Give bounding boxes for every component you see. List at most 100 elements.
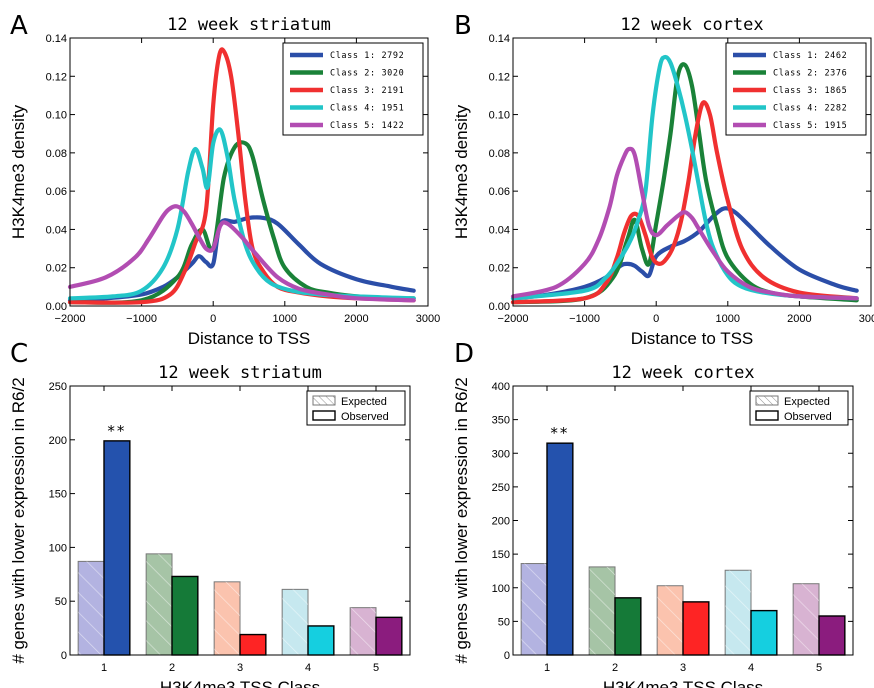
y-tick-label: 400 xyxy=(492,381,510,393)
y-tick-label: 0 xyxy=(504,650,510,662)
legend: Class 1: 2462 Class 2: 2376 Class 3: 1865 C… xyxy=(725,42,867,136)
y-tick-label: 0.08 xyxy=(46,148,67,160)
legend-label-class-2: Class 2: 2376 xyxy=(773,69,847,79)
legend-swatch-observed xyxy=(312,410,336,421)
x-axis-label: Distance to TSS xyxy=(631,329,754,348)
y-tick-label: 200 xyxy=(492,516,510,528)
y-tick-label: 0.10 xyxy=(489,110,510,122)
chart-title: 12 week striatum xyxy=(167,15,331,35)
y-axis-label: # genes with lower expression in R6/2 xyxy=(452,377,471,663)
y-tick-label: 50 xyxy=(498,616,510,628)
y-tick-label: 0.00 xyxy=(489,301,510,313)
bar-observed-class-1 xyxy=(103,440,131,656)
panel-b-line-chart: B 12 week cortex Distance to TSS H3K4me3 de… xyxy=(452,11,874,348)
legend-label-class-4: Class 4: 2282 xyxy=(773,104,847,114)
legend-label-class-4: Class 4: 1951 xyxy=(330,104,404,114)
bar-observed-class-3 xyxy=(682,601,710,656)
bar-expected-hatch-class-3 xyxy=(657,585,683,655)
legend-label-class-5: Class 5: 1422 xyxy=(330,121,404,131)
y-tick-label: 0.04 xyxy=(46,224,67,236)
legend-label-class-3: Class 3: 1865 xyxy=(773,86,847,96)
x-tick-label: 2 xyxy=(169,662,175,674)
bar-observed-class-1 xyxy=(546,442,574,656)
x-tick-label: −1000 xyxy=(569,313,600,325)
y-tick-label: 100 xyxy=(492,583,510,595)
legend-label-class-1: Class 1: 2792 xyxy=(330,51,404,61)
legend-label-expected: Expected xyxy=(341,396,387,408)
legend: Expected Observed xyxy=(749,390,849,426)
legend-label-class-2: Class 2: 3020 xyxy=(330,69,404,79)
legend: Class 1: 2792 Class 2: 3020 Class 3: 2191 C… xyxy=(282,42,424,136)
panel-c-bar-chart: C 12 week striatum H3K4me3 TSS Class # gene… xyxy=(9,339,411,688)
bar-expected-hatch-class-4 xyxy=(282,589,308,655)
y-tick-label: 0.06 xyxy=(46,186,67,198)
bar-observed-class-5 xyxy=(818,615,846,656)
bar-expected-hatch-class-2 xyxy=(146,553,172,655)
series-line-class-5 xyxy=(67,204,416,303)
x-axis-label: H3K4me3 TSS Class xyxy=(603,678,763,688)
panel-a-line-chart: A 12 week striatum Distance to TSS H3K4me3 … xyxy=(9,11,440,348)
x-tick-label: 0 xyxy=(210,313,216,325)
series-line-class-2 xyxy=(510,62,859,305)
y-tick-label: 0.10 xyxy=(46,110,67,122)
legend-label-observed: Observed xyxy=(341,411,389,423)
series-line-class-5 xyxy=(510,146,859,301)
bar-observed-class-2 xyxy=(614,597,642,656)
bar-expected-hatch-class-4 xyxy=(725,570,751,655)
y-tick-label: 50 xyxy=(55,596,67,608)
legend-swatch-observed xyxy=(755,410,779,421)
x-tick-label: 5 xyxy=(373,662,379,674)
x-tick-label: 0 xyxy=(653,313,659,325)
significance-marker: ** xyxy=(550,424,569,442)
panel-letter: A xyxy=(10,11,28,41)
legend-swatch-expected xyxy=(312,395,336,406)
y-tick-label: 250 xyxy=(49,381,67,393)
y-tick-label: 0.06 xyxy=(489,186,510,198)
chart-title: 12 week striatum xyxy=(158,363,322,383)
x-tick-label: 2000 xyxy=(787,313,811,325)
y-tick-label: 350 xyxy=(492,415,510,427)
legend-swatch-expected xyxy=(755,395,779,406)
y-tick-label: 0.14 xyxy=(489,33,510,45)
y-tick-label: 250 xyxy=(492,482,510,494)
bar-observed-class-4 xyxy=(750,609,778,656)
bar-observed-class-5 xyxy=(375,616,403,656)
y-tick-label: 150 xyxy=(492,549,510,561)
y-tick-label: 0.08 xyxy=(489,148,510,160)
bar-expected-hatch-class-5 xyxy=(793,583,819,655)
panel-letter: B xyxy=(454,11,472,41)
y-axis-label: H3K4me3 density xyxy=(452,104,471,239)
plot-frame xyxy=(512,37,872,307)
bar-observed-class-2 xyxy=(171,575,199,656)
x-tick-label: 2000 xyxy=(344,313,368,325)
x-tick-label: 4 xyxy=(748,662,754,674)
x-tick-label: −1000 xyxy=(126,313,157,325)
y-tick-label: 0.12 xyxy=(489,71,510,83)
series-line-class-1 xyxy=(510,206,859,301)
y-tick-label: 0.02 xyxy=(46,263,67,275)
legend-label-expected: Expected xyxy=(784,396,830,408)
x-tick-label: 3 xyxy=(237,662,243,674)
series-line-class-4 xyxy=(67,127,416,301)
x-tick-label: −2000 xyxy=(55,313,86,325)
significance-marker: ** xyxy=(107,422,126,440)
bar-expected-hatch-class-5 xyxy=(350,607,376,655)
y-axis-label: H3K4me3 density xyxy=(9,104,28,239)
plot-frame xyxy=(69,37,429,307)
panel-letter: D xyxy=(454,339,474,369)
legend-label-observed: Observed xyxy=(784,411,832,423)
y-tick-label: 300 xyxy=(492,448,510,460)
y-tick-label: 0.00 xyxy=(46,301,67,313)
y-tick-label: 0.04 xyxy=(489,224,510,236)
y-tick-label: 0.02 xyxy=(489,263,510,275)
y-tick-label: 100 xyxy=(49,542,67,554)
y-tick-label: 0.14 xyxy=(46,33,67,45)
x-tick-label: 4 xyxy=(305,662,311,674)
x-axis-label: H3K4me3 TSS Class xyxy=(160,678,320,688)
plot-frame xyxy=(512,385,854,656)
panel-d-bar-chart: D 12 week cortex H3K4me3 TSS Class # genes … xyxy=(452,339,854,688)
x-tick-label: 3 xyxy=(680,662,686,674)
plot-frame xyxy=(69,385,411,656)
x-tick-label: −2000 xyxy=(498,313,529,325)
